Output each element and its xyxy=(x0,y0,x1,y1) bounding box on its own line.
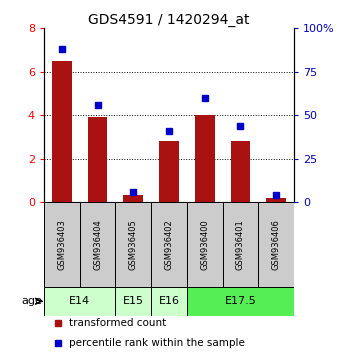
Bar xyxy=(187,202,223,287)
Text: transformed count: transformed count xyxy=(69,318,166,329)
Text: E14: E14 xyxy=(69,296,90,306)
Bar xyxy=(159,141,179,202)
Bar xyxy=(187,287,294,316)
Text: GSM936400: GSM936400 xyxy=(200,219,209,270)
Title: GDS4591 / 1420294_at: GDS4591 / 1420294_at xyxy=(88,13,250,27)
Text: GSM936406: GSM936406 xyxy=(272,219,281,270)
Bar xyxy=(52,61,72,202)
Bar xyxy=(80,202,115,287)
Bar xyxy=(231,141,250,202)
Bar xyxy=(195,115,215,202)
Bar xyxy=(151,202,187,287)
Text: age: age xyxy=(21,296,42,306)
Bar xyxy=(223,202,258,287)
Bar xyxy=(266,198,286,202)
Bar xyxy=(115,202,151,287)
Bar xyxy=(115,287,151,316)
Bar xyxy=(88,117,107,202)
Text: GSM936402: GSM936402 xyxy=(165,219,173,270)
Text: E15: E15 xyxy=(123,296,144,306)
Text: E16: E16 xyxy=(159,296,179,306)
Text: percentile rank within the sample: percentile rank within the sample xyxy=(69,338,245,348)
Bar xyxy=(123,195,143,202)
Text: GSM936403: GSM936403 xyxy=(57,219,66,270)
Text: GSM936401: GSM936401 xyxy=(236,219,245,270)
Text: GSM936405: GSM936405 xyxy=(129,219,138,270)
Text: GSM936404: GSM936404 xyxy=(93,219,102,270)
Bar xyxy=(151,287,187,316)
Bar xyxy=(44,287,115,316)
Text: E17.5: E17.5 xyxy=(224,296,256,306)
Bar xyxy=(44,202,80,287)
Bar xyxy=(258,202,294,287)
